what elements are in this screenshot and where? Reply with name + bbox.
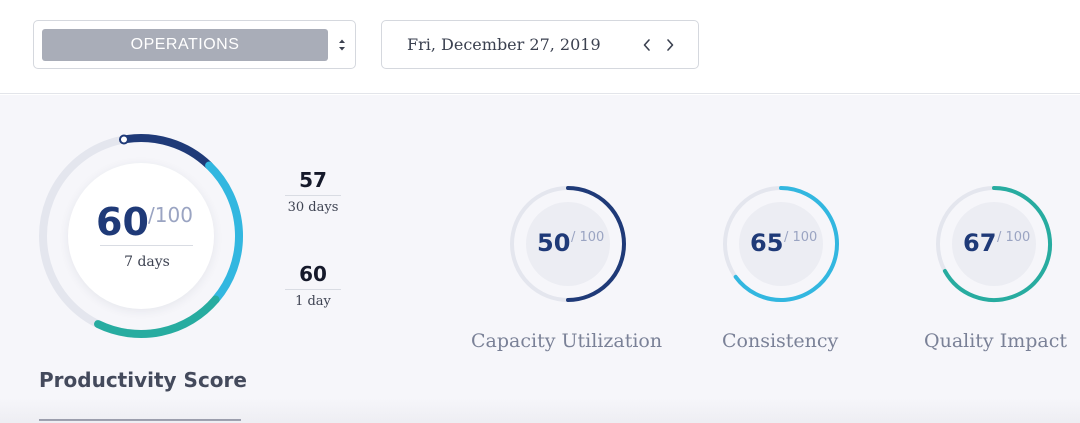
productivity-score-max: /100 <box>148 203 193 227</box>
stat-divider <box>285 195 341 196</box>
quality-impact-score: 67 <box>963 229 997 257</box>
capacity-utilization-score: 50 <box>537 229 571 257</box>
capacity-utilization-label[interactable]: Capacity Utilization <box>471 330 663 352</box>
stat-30-days: 57 30 days <box>284 167 342 215</box>
stat-30-days-period: 30 days <box>287 200 339 215</box>
productivity-score-period: 7 days <box>124 254 170 270</box>
date-picker[interactable]: Fri, December 27, 2019 <box>381 20 699 69</box>
stat-1-day-period: 1 day <box>295 294 331 309</box>
capacity-utilization-center <box>526 202 610 286</box>
previous-day-button[interactable] <box>640 35 654 55</box>
chevron-left-icon <box>643 39 650 51</box>
stat-1-day: 60 1 day <box>284 261 342 309</box>
department-select[interactable]: OPERATIONS <box>33 20 356 69</box>
consistency-arc <box>733 186 839 302</box>
quality-impact-ring <box>936 186 1052 302</box>
top-toolbar: OPERATIONS Fri, December 27, 2019 <box>0 0 1080 94</box>
department-select-value[interactable]: OPERATIONS <box>42 29 328 61</box>
capacity-utilization-ring <box>510 186 626 302</box>
quality-impact-label[interactable]: Quality Impact <box>924 330 1067 352</box>
sort-arrows-icon <box>339 39 345 51</box>
quality-impact-max: / 100 <box>997 230 1031 245</box>
consistency-max: / 100 <box>784 230 818 245</box>
productivity-score-value: 60 <box>96 200 149 244</box>
score-divider <box>100 245 193 246</box>
stat-divider <box>285 289 341 290</box>
consistency-score: 65 <box>750 229 784 257</box>
next-day-button[interactable] <box>663 35 677 55</box>
date-display[interactable]: Fri, December 27, 2019 <box>407 35 601 54</box>
consistency-ring <box>723 186 839 302</box>
capacity-utilization-max: / 100 <box>571 230 605 245</box>
consistency-label[interactable]: Consistency <box>722 330 839 352</box>
consistency-center <box>739 202 823 286</box>
productivity-score-title[interactable]: Productivity Score <box>39 368 247 392</box>
stat-30-days-value: 57 <box>299 168 327 192</box>
chevron-right-icon <box>667 39 674 51</box>
ring-segment-navy <box>119 134 214 170</box>
active-tab-underline <box>39 419 241 421</box>
productivity-score-ring <box>39 134 243 338</box>
stat-1-day-value: 60 <box>299 262 327 286</box>
capacity-utilization-arc <box>566 186 626 302</box>
quality-impact-center <box>952 202 1036 286</box>
ring-segment-cyan <box>205 161 243 304</box>
quality-impact-arc <box>942 186 1052 302</box>
ring-segment-teal <box>94 295 220 338</box>
productivity-score-center <box>68 163 214 309</box>
ring-start-marker <box>118 134 129 145</box>
